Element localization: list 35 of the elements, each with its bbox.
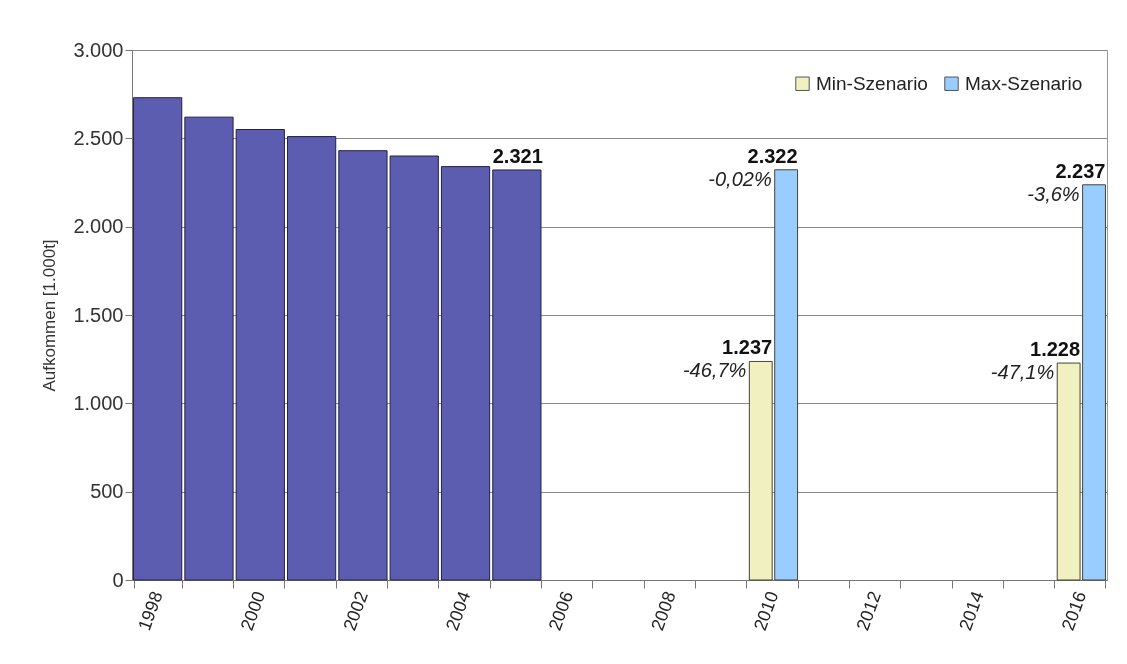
data-label: 1.228	[1030, 338, 1081, 361]
x-tick-label: 2008	[647, 588, 680, 634]
data-label: 2.322	[747, 144, 798, 167]
x-tick-label: 2004	[442, 588, 475, 634]
annotation: -47,1%	[990, 361, 1055, 384]
bar	[492, 169, 542, 581]
x-tick-label: 2014	[955, 588, 988, 634]
annotation: -46,7%	[682, 359, 747, 382]
y-tick-label: 1.000	[73, 391, 124, 414]
y-tick-label: 0	[112, 568, 124, 591]
annotation: -3,6%	[1027, 182, 1080, 205]
data-label: 2.321	[492, 144, 543, 167]
bar	[286, 136, 337, 581]
x-tick-label: 2006	[544, 588, 578, 634]
y-tick-label: 3.000	[73, 38, 124, 61]
x-tick-label: 2016	[1057, 588, 1091, 634]
y-tick-label: 2.500	[73, 126, 124, 149]
y-tick-label: 500	[90, 480, 124, 503]
x-tick-label: 2000	[236, 588, 270, 634]
y-tick-label: 2.000	[73, 215, 124, 238]
bar	[440, 166, 491, 581]
x-tick-label: 2010	[749, 588, 783, 634]
bar	[235, 129, 285, 581]
annotation: -0,02%	[708, 167, 772, 190]
data-label: 1.237	[722, 336, 773, 359]
x-tick-label: 2012	[852, 588, 886, 634]
bar	[184, 116, 234, 581]
legend-label: Min-Szenario	[816, 72, 928, 94]
x-tick-label: 2002	[339, 588, 372, 634]
legend-label: Max-Szenario	[965, 72, 1083, 94]
y-axis-title: Aufkommen [1.000t]	[40, 239, 60, 392]
data-label: 2.237	[1055, 159, 1106, 182]
y-tick-label: 1.500	[73, 303, 124, 326]
x-tick-label: 1998	[134, 588, 167, 634]
bar	[133, 97, 183, 581]
